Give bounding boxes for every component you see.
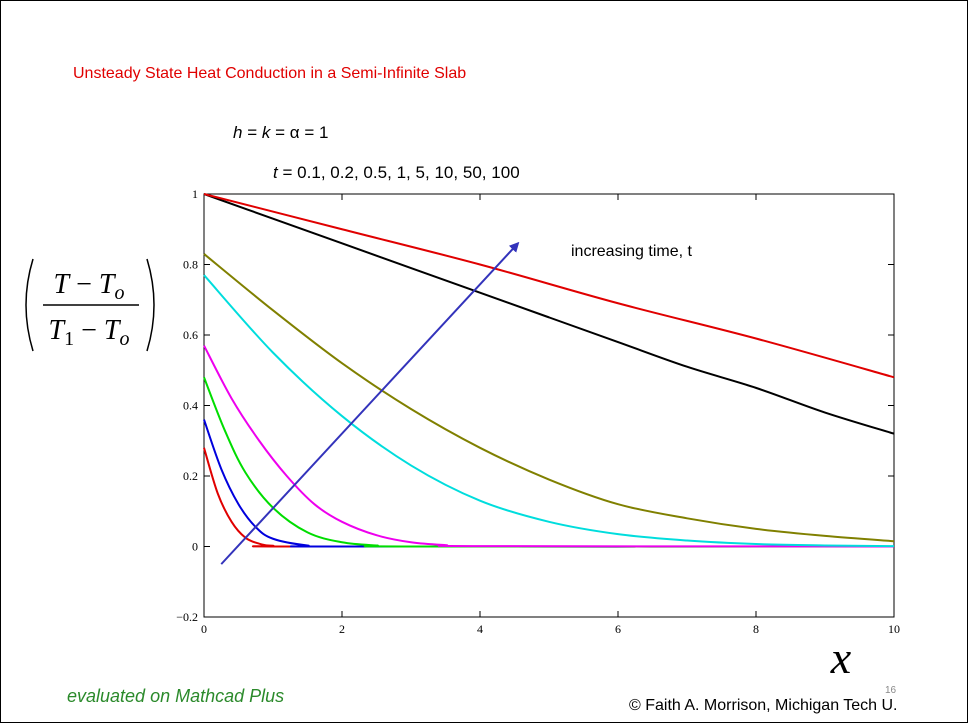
copyright-text: © Faith A. Morrison, Michigan Tech U. <box>629 697 898 714</box>
chart-labels: x T − To​ T1​ − To​ <box>25 258 852 683</box>
y-axis-label: T − To​ T1​ − To​ <box>25 258 155 352</box>
y-tick-label: 0.8 <box>183 258 198 272</box>
chart-axes: 0 2 4 6 8 10−0.200.20.40.60.81 <box>176 187 900 636</box>
parameters-line-2: t = 0.1, 0.2, 0.5, 1, 5, 10, 50, 100 <box>273 163 520 182</box>
annotation-text: increasing time, t <box>571 243 692 260</box>
y-label-left-paren <box>25 258 34 352</box>
chart-annotation: increasing time, t <box>220 241 692 565</box>
series-line-8 <box>203 193 895 379</box>
chart-series <box>203 193 895 548</box>
series-line-6 <box>203 253 895 543</box>
y-tick-label: 1 <box>192 187 198 201</box>
series-line-4 <box>203 345 895 548</box>
x-tick-label: 8 <box>753 622 759 636</box>
y-label-denominator: T1​ − To​ <box>49 315 130 350</box>
y-tick-label: −0.2 <box>176 610 198 624</box>
x-tick-label: 4 <box>477 622 483 636</box>
increasing-time-arrow <box>220 241 520 565</box>
plot-frame <box>203 193 895 618</box>
y-label-numerator: T − To​ <box>54 269 125 304</box>
parameters-line-1: h = k = α = 1 <box>233 123 329 142</box>
series-line-7 <box>203 193 895 435</box>
x-tick-label: 10 <box>888 622 900 636</box>
y-tick-label: 0.2 <box>183 469 198 483</box>
slide-title: Unsteady State Heat Conduction in a Semi… <box>73 65 467 82</box>
slide-number: 16 <box>885 685 897 696</box>
x-axis-label: x <box>830 632 852 683</box>
series-line-5 <box>203 274 895 548</box>
y-tick-label: 0.6 <box>183 328 198 342</box>
x-tick-label: 2 <box>339 622 345 636</box>
y-label-right-paren <box>146 258 155 352</box>
footer-note: evaluated on Mathcad Plus <box>67 686 285 706</box>
x-tick-label: 6 <box>615 622 621 636</box>
y-tick-label: 0.4 <box>183 399 198 413</box>
x-tick-label: 0 <box>201 622 207 636</box>
y-tick-label: 0 <box>192 540 198 554</box>
series-line-2 <box>203 419 895 548</box>
